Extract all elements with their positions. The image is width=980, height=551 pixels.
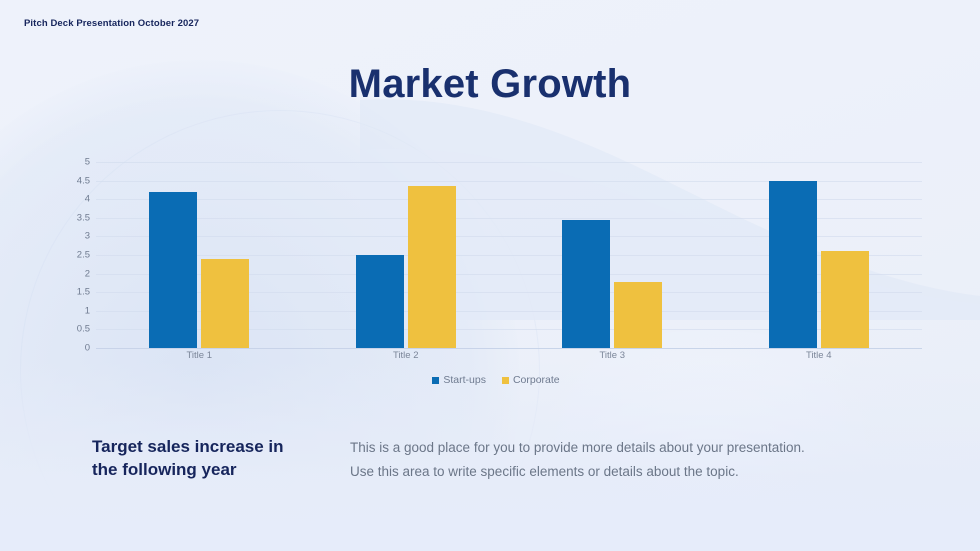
x-axis-tick-label: Title 3 — [599, 350, 626, 361]
y-axis-tick-label: 3.5 — [76, 212, 90, 224]
footer-heading: Target sales increase in the following y… — [92, 436, 332, 482]
plot-area — [96, 162, 922, 349]
bar-group — [355, 162, 456, 348]
gridline — [96, 329, 922, 331]
chart-legend: Start-ups Corporate — [56, 374, 936, 386]
bar-start-ups[interactable] — [768, 180, 817, 348]
gridline — [96, 273, 922, 275]
legend-swatch-icon — [432, 376, 440, 384]
bar-corporate[interactable] — [201, 258, 250, 348]
footer-heading-line-2: the following year — [92, 459, 237, 479]
y-axis-tick-label: 1.5 — [76, 286, 90, 298]
y-axis-tick-label: 4.5 — [76, 175, 90, 187]
y-axis-tick-label: 0.5 — [76, 323, 90, 335]
bar-start-ups[interactable] — [562, 219, 611, 348]
bar-chart: 5 4.5 4 3.5 3 2.5 2 1.5 1 0.5 0 Title 1 Title 2 Titl… — [56, 157, 936, 394]
footer-body: This is a good place for you to provide … — [350, 436, 910, 483]
gridline — [96, 217, 922, 219]
y-axis-tick-label: 2 — [84, 268, 90, 280]
x-axis: Title 1 Title 2 Title 3 Title 4 — [96, 350, 922, 368]
footer-body-line-2: Use this area to write specific elements… — [350, 463, 739, 479]
bar-corporate[interactable] — [820, 251, 869, 348]
bar-group — [149, 162, 250, 348]
y-axis-tick-label: 2.5 — [76, 249, 90, 261]
y-axis-tick-label: 4 — [84, 193, 90, 205]
y-axis-tick-label: 0 — [84, 342, 90, 354]
gridline — [96, 180, 922, 182]
legend-item-corporate[interactable]: Corporate — [501, 374, 560, 386]
x-axis-tick-label: Title 2 — [392, 350, 419, 361]
gridline — [96, 236, 922, 238]
gridline — [96, 348, 922, 349]
bar-start-ups[interactable] — [149, 191, 198, 348]
gridline — [96, 310, 922, 312]
deck-header-label: Pitch Deck Presentation October 2027 — [24, 18, 200, 29]
legend-swatch-icon — [501, 376, 509, 384]
y-axis: 5 4.5 4 3.5 3 2.5 2 1.5 1 0.5 0 — [56, 157, 90, 354]
x-axis-tick-label: Title 1 — [186, 350, 213, 361]
gridline — [96, 199, 922, 201]
page-title: Market Growth — [348, 62, 632, 106]
footer-body-line-1: This is a good place for you to provide … — [350, 440, 805, 455]
y-axis-tick-label: 5 — [84, 156, 90, 168]
footer-heading-line-1: Target sales increase in — [92, 437, 284, 456]
y-axis-tick-label: 1 — [84, 305, 90, 317]
bar-corporate[interactable] — [614, 281, 663, 348]
gridline — [96, 162, 922, 163]
bar-group — [768, 162, 869, 348]
y-axis-tick-label: 3 — [84, 230, 90, 242]
bar-start-ups[interactable] — [355, 255, 404, 348]
legend-item-start-ups[interactable]: Start-ups — [432, 374, 486, 386]
legend-label: Start-ups — [443, 374, 486, 386]
bar-corporate[interactable] — [407, 186, 456, 348]
gridline — [96, 255, 922, 256]
bar-group — [562, 162, 663, 348]
gridline — [96, 292, 922, 294]
legend-label: Corporate — [512, 374, 560, 386]
x-axis-tick-label: Title 4 — [805, 350, 832, 361]
